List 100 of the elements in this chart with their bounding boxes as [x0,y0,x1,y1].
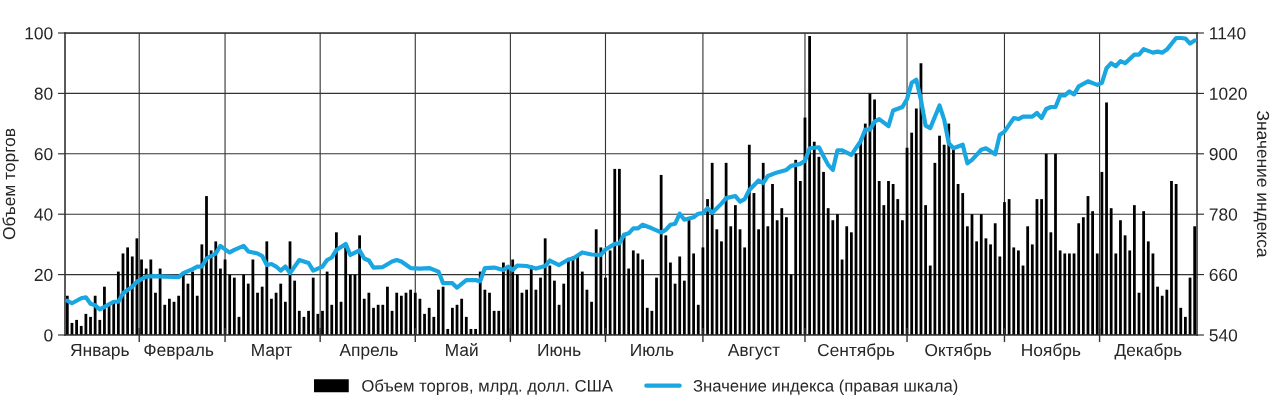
bar [682,280,686,335]
bar [933,162,937,335]
bar [706,199,709,335]
bar [979,214,983,335]
bar [427,307,431,335]
bar [808,36,812,335]
bar [84,313,88,335]
y2-tick-label: 1140 [1210,27,1246,40]
bar [566,259,570,335]
bar [798,180,802,335]
bar [149,259,153,335]
bar [256,292,259,335]
bar [126,247,130,335]
bar [729,226,733,335]
bar [437,289,440,335]
bar [914,108,918,335]
x-tick-label: Январь [70,343,129,360]
bar [1174,184,1178,335]
bar [812,141,816,335]
bar [645,307,649,335]
bar [191,271,194,335]
bar [785,217,788,335]
bar [228,274,232,335]
bar [372,307,375,335]
bar [1156,286,1159,335]
bar [1016,250,1020,335]
bar [627,268,631,335]
bar [1040,199,1043,335]
bar [321,310,324,335]
bar [924,205,927,335]
bar [780,208,784,335]
bar [539,277,542,335]
bar [873,99,876,335]
bar [492,310,496,335]
bar [1119,220,1122,335]
bar [167,298,171,335]
bar [1068,253,1071,335]
bar [242,274,246,335]
bar [232,277,236,335]
bar [335,232,338,335]
bar [200,244,204,335]
y2-tick-label: 780 [1209,208,1238,221]
bar [1184,316,1187,335]
x-tick-label: Август [727,343,780,360]
bar [901,220,904,335]
x-tick-label: Март [252,343,292,360]
bar [140,259,143,335]
bar [1146,241,1150,335]
x-tick-label: Октябрь [925,343,992,360]
bar [747,144,751,335]
bar [1012,247,1016,335]
bar [845,226,849,335]
x-tick-label: Сентябрь [818,343,895,360]
bar [975,241,979,335]
bar [386,286,389,335]
bar [877,180,881,335]
bar [650,310,654,335]
bar [89,316,92,335]
bar [618,168,621,335]
bar [163,304,167,335]
bar [307,310,310,335]
bar [1091,211,1095,335]
bar [1170,180,1173,335]
y-tick-label: 100 [25,27,53,40]
bar [1081,217,1085,335]
bar [214,241,218,335]
bar [952,147,955,335]
bar [344,247,348,335]
bar [891,184,895,335]
bar [1132,205,1136,335]
bar [511,259,515,335]
y2-tick-label: 660 [1209,268,1238,282]
bar [1193,226,1197,335]
bar [423,313,426,335]
bar [822,171,825,335]
bar [1054,153,1057,335]
bar [1109,208,1113,335]
bar [733,205,737,335]
bar [367,292,371,335]
bar [961,193,965,335]
x-tick-label: Апрель [339,343,398,360]
x-tick-label: Май [446,343,478,357]
bar [1165,289,1169,335]
y2-tick-label: 1020 [1210,87,1247,100]
bar [293,280,297,335]
bar [562,283,566,335]
y-tick-label: 80 [34,87,53,100]
bar [710,162,714,335]
bar [1003,202,1006,335]
bar [413,292,417,335]
bar [450,307,454,335]
bar [525,289,529,335]
bar [543,238,547,335]
bar [381,304,385,335]
bar [594,229,598,335]
bar [497,310,501,335]
bar [1077,223,1081,335]
bar [993,223,997,335]
bar [311,277,315,335]
bar [116,271,120,335]
